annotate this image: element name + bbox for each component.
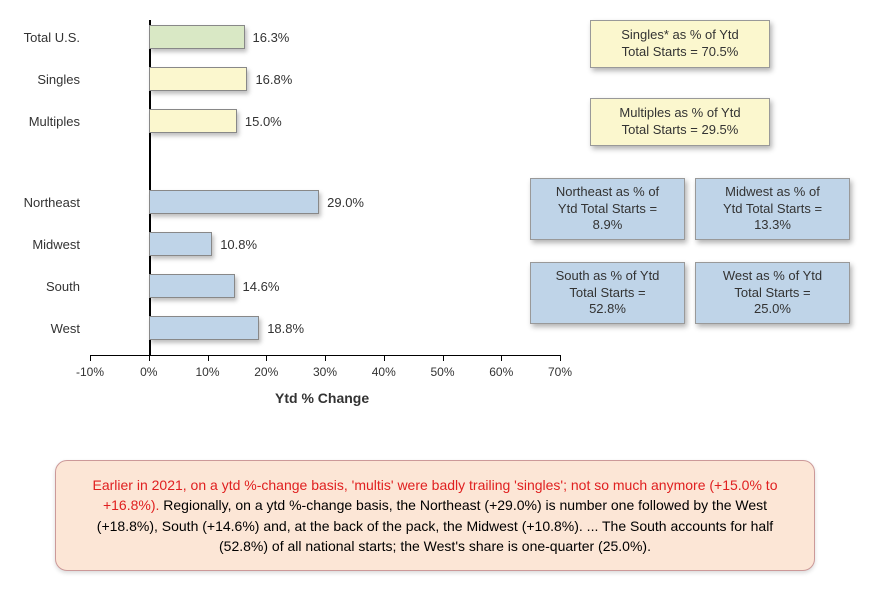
bar-category-label: West [15,321,80,336]
commentary-box: Earlier in 2021, on a ytd %-change basis… [55,460,815,571]
bar-category-label: Northeast [15,195,80,210]
bar [149,25,245,49]
x-tick-label: 40% [372,365,396,379]
x-tick [443,355,444,361]
x-tick-label: 10% [195,365,219,379]
x-axis-title: Ytd % Change [275,390,369,406]
x-tick-label: 50% [430,365,454,379]
x-tick [325,355,326,361]
x-tick [149,355,150,361]
x-tick [208,355,209,361]
x-tick [501,355,502,361]
bar-category-label: South [15,279,80,294]
info-box: West as % of Ytd Total Starts = 25.0% [695,262,850,324]
x-tick [560,355,561,361]
bar-category-label: Singles [15,72,80,87]
bar [149,190,319,214]
bar-chart: -10% 0% 10% 20% 30% 40% 50% 60% 70% Ytd % Change T… [10,10,570,430]
bar-value-label: 16.3% [253,30,290,45]
commentary-rest: Regionally, on a ytd %-change basis, the… [97,497,773,554]
bar-category-label: Midwest [15,237,80,252]
x-tick-label: 70% [548,365,572,379]
bar [149,67,248,91]
bar-value-label: 16.8% [255,72,292,87]
bar-value-label: 10.8% [220,237,257,252]
bar-value-label: 15.0% [245,114,282,129]
bar-value-label: 18.8% [267,321,304,336]
x-tick-label: 0% [140,365,157,379]
bar [149,316,259,340]
info-box: Multiples as % of Ytd Total Starts = 29.… [590,98,770,146]
bar [149,232,212,256]
x-tick-label: 20% [254,365,278,379]
info-box: Midwest as % of Ytd Total Starts = 13.3% [695,178,850,240]
info-box: South as % of Ytd Total Starts = 52.8% [530,262,685,324]
x-tick-label: -10% [76,365,104,379]
bar-value-label: 14.6% [243,279,280,294]
x-tick [90,355,91,361]
x-tick [266,355,267,361]
info-box: Northeast as % of Ytd Total Starts = 8.9… [530,178,685,240]
bar-category-label: Multiples [15,114,80,129]
bar [149,109,237,133]
x-tick [384,355,385,361]
bar-value-label: 29.0% [327,195,364,210]
info-box: Singles* as % of Ytd Total Starts = 70.5… [590,20,770,68]
bar [149,274,235,298]
x-tick-label: 30% [313,365,337,379]
bar-category-label: Total U.S. [15,30,80,45]
x-tick-label: 60% [489,365,513,379]
